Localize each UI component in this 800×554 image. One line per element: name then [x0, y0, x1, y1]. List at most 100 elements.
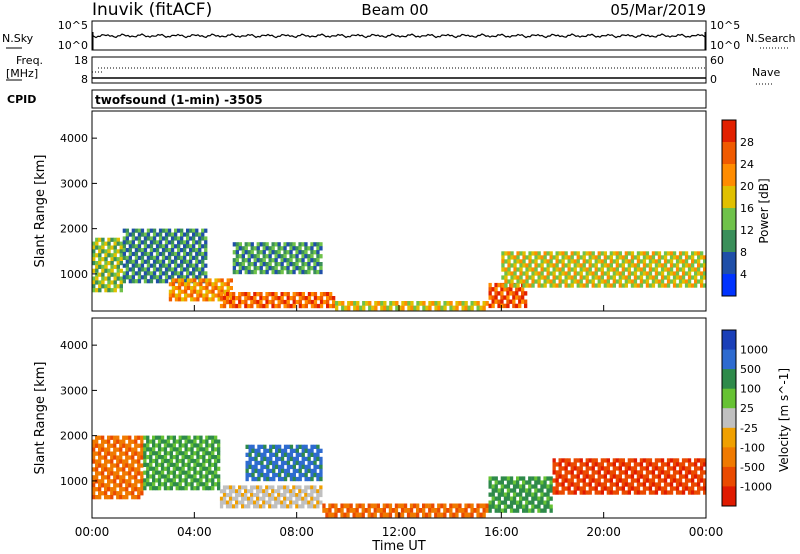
- colorbar-tick-label: 100: [740, 383, 761, 396]
- range-cell: [253, 299, 257, 305]
- range-cell: [521, 299, 525, 304]
- range-cell: [175, 447, 179, 452]
- range-cell: [313, 242, 317, 247]
- range-cell: [169, 486, 173, 491]
- range-cell: [259, 296, 263, 301]
- range-cell: [245, 468, 249, 474]
- range-cell: [543, 484, 547, 489]
- range-cell: [603, 283, 607, 288]
- range-cell: [326, 303, 330, 309]
- range-cell: [657, 251, 662, 256]
- range-cell: [254, 464, 258, 470]
- range-cell: [280, 456, 285, 462]
- range-cell: [286, 292, 290, 297]
- range-cell: [283, 472, 288, 478]
- range-cell: [657, 259, 662, 264]
- range-cell: [235, 500, 239, 505]
- range-cell: [304, 303, 308, 309]
- range-cell: [149, 486, 153, 491]
- range-cell: [591, 474, 595, 479]
- range-cell: [199, 478, 203, 483]
- range-cell: [497, 508, 501, 513]
- range-cell: [260, 456, 264, 462]
- range-cell: [313, 250, 317, 255]
- range-cell: [621, 271, 625, 276]
- range-cell: [174, 228, 178, 233]
- range-cell: [615, 271, 619, 276]
- range-cell: [627, 482, 631, 487]
- range-cell: [110, 237, 114, 242]
- range-cell: [140, 491, 144, 496]
- range-cell: [597, 251, 601, 256]
- range-cell: [633, 462, 638, 467]
- range-cell: [612, 283, 616, 288]
- range-cell: [666, 462, 671, 467]
- range-cell: [256, 500, 260, 505]
- range-cell: [582, 259, 586, 264]
- range-cell: [250, 246, 254, 251]
- range-cell: [500, 299, 504, 304]
- range-cell: [95, 459, 99, 464]
- range-cell: [196, 447, 200, 452]
- range-cell: [310, 250, 314, 255]
- range-cell: [304, 493, 308, 498]
- range-cell: [278, 444, 282, 449]
- range-cell: [266, 472, 270, 478]
- range-cell: [630, 466, 635, 471]
- range-cell: [591, 458, 595, 463]
- range-cell: [543, 492, 547, 497]
- range-cell: [199, 462, 203, 467]
- range-cell: [570, 275, 574, 280]
- range-cell: [633, 458, 638, 463]
- range-cell: [633, 267, 638, 272]
- range-cell: [271, 258, 275, 263]
- range-cell: [564, 486, 568, 491]
- range-cell: [697, 466, 701, 471]
- range-cell: [295, 262, 299, 267]
- range-cell: [576, 251, 580, 256]
- range-cell: [110, 459, 114, 464]
- range-cell: [603, 259, 607, 264]
- range-cell: [313, 489, 317, 494]
- range-cell: [488, 282, 492, 288]
- range-cell: [110, 261, 114, 266]
- range-cell: [131, 271, 135, 276]
- range-cell: [122, 495, 126, 500]
- range-cell: [283, 258, 287, 263]
- range-cell: [603, 263, 607, 268]
- range-cell: [298, 303, 302, 309]
- range-cell: [573, 279, 577, 284]
- range-cell: [552, 486, 556, 491]
- range-cell: [681, 279, 686, 284]
- range-cell: [633, 271, 638, 276]
- range-cell: [122, 275, 126, 280]
- range-cell: [609, 486, 613, 491]
- range-cell: [250, 493, 254, 498]
- range-cell: [256, 504, 260, 509]
- range-cell: [576, 474, 580, 479]
- range-cell: [694, 279, 698, 284]
- range-cell: [362, 301, 366, 306]
- range-cell: [687, 267, 692, 272]
- range-cell: [497, 500, 501, 505]
- range-cell: [202, 293, 206, 298]
- range-cell: [392, 301, 396, 306]
- range-cell: [160, 447, 165, 452]
- range-cell: [283, 496, 287, 501]
- range-cell: [615, 255, 619, 260]
- range-cell: [582, 275, 586, 280]
- range-cell: [654, 271, 659, 276]
- range-cell: [467, 305, 471, 311]
- range-cell: [503, 492, 508, 497]
- range-cell: [672, 279, 677, 284]
- range-cell: [588, 482, 592, 487]
- range-cell: [588, 478, 592, 483]
- range-cell: [140, 479, 144, 484]
- range-cell: [292, 266, 296, 271]
- range-cell: [675, 486, 680, 491]
- range-cell: [205, 439, 209, 444]
- range-cell: [193, 282, 197, 287]
- range-cell: [152, 482, 156, 487]
- range-cell: [497, 303, 501, 309]
- range-cell: [618, 283, 622, 288]
